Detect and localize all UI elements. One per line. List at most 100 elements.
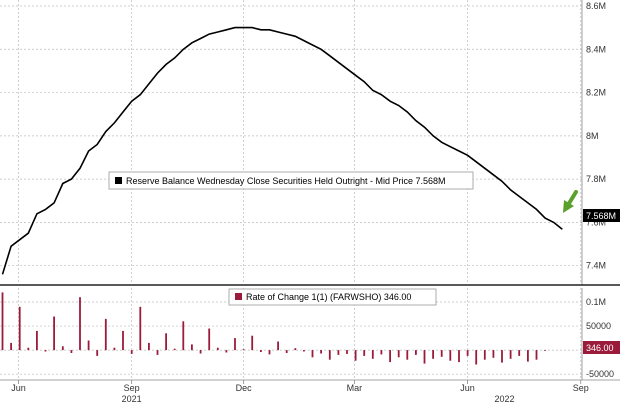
upper-legend: Reserve Balance Wednesday Close Securiti… [108, 171, 474, 190]
bar [475, 350, 478, 365]
upper-y-tick-label: 7.8M [586, 174, 606, 184]
bar [79, 297, 81, 351]
bar [260, 350, 262, 352]
upper-legend-label: Reserve Balance Wednesday Close Securiti… [126, 176, 445, 186]
lower-legend-box [228, 288, 437, 306]
green-arrow-icon [563, 190, 578, 213]
upper-y-tick-label: 7.6M [586, 217, 606, 227]
bar [173, 348, 176, 351]
bar [27, 347, 30, 351]
upper-last-value-label: 7.568M [586, 211, 616, 221]
bar [406, 350, 409, 360]
bar [466, 350, 469, 356]
lower-last-value-label: 346.00 [586, 343, 614, 353]
bar [199, 350, 202, 354]
bar [182, 321, 185, 351]
x-tick-label: Jun [11, 383, 26, 393]
bar [458, 350, 460, 363]
lower-y-tick-label: 50000 [586, 321, 611, 331]
bar [501, 350, 503, 363]
upper-y-tick-label: 8.4M [586, 44, 606, 54]
bar [104, 318, 107, 351]
bar [130, 350, 133, 354]
bar [415, 350, 417, 355]
bar [371, 350, 374, 359]
upper-y-tick-label: 7.4M [586, 261, 606, 271]
x-tick-label: Sep [124, 383, 140, 393]
bar [449, 350, 452, 361]
bar [44, 350, 47, 352]
upper-last-value-badge: 7.568M [583, 209, 620, 222]
bar [208, 328, 211, 351]
bar [483, 350, 486, 360]
bar [294, 348, 297, 351]
bar [113, 347, 116, 351]
bar [10, 342, 12, 351]
bar [518, 350, 521, 356]
upper-y-tick-label: 8.6M [586, 1, 606, 11]
bar [277, 341, 279, 351]
bar-series [1, 292, 546, 365]
lower-last-value-bg [583, 341, 620, 354]
bar [87, 340, 90, 351]
bar [139, 306, 142, 351]
bar [61, 346, 64, 351]
bar [148, 342, 150, 351]
bar [354, 350, 357, 361]
bar [1, 292, 4, 351]
x-year-label: 2022 [494, 394, 514, 404]
x-axis: JunSepDecMarJunSepDecMarJun202120222023 [11, 380, 589, 404]
bar [216, 347, 219, 351]
bar [96, 350, 99, 356]
line-series [1, 26, 563, 275]
lower-legend-label: Rate of Change 1(1) (FARWSHO) 346.00 [246, 292, 411, 302]
lower-y-tick-label: 0.1M [586, 297, 606, 307]
bar [380, 350, 383, 355]
x-year-label: 2021 [122, 394, 142, 404]
bar [36, 330, 38, 351]
bar [251, 335, 254, 351]
upper-y-axis: 8.6M 8.4M 8.2M 8M 7.8M 7.6M 7.4M [586, 1, 606, 271]
lower-y-tick-label: -50000 [586, 369, 614, 379]
x-tick-label: Sep [573, 383, 589, 393]
bar [242, 349, 245, 351]
bar [328, 350, 331, 360]
x-tick-label: Mar [347, 383, 363, 393]
bar [346, 350, 348, 354]
bar [544, 350, 546, 351]
bar [234, 338, 236, 351]
lower-legend-swatch [235, 293, 242, 300]
bar [156, 350, 159, 355]
bar [397, 350, 400, 358]
bar [535, 350, 538, 360]
bar [363, 350, 366, 356]
bar [337, 350, 340, 355]
x-tick-label: Jun [460, 383, 475, 393]
bar [509, 350, 512, 359]
bar [165, 333, 167, 351]
bar [122, 330, 124, 351]
bar [191, 344, 193, 351]
bar [527, 350, 529, 362]
bar [440, 350, 443, 357]
bar [285, 350, 288, 353]
bar [70, 350, 73, 353]
bar [320, 350, 322, 354]
bar [389, 350, 391, 363]
bar [303, 350, 305, 352]
x-tick-label: Dec [236, 383, 253, 393]
bar [311, 350, 314, 358]
upper-legend-box [108, 171, 474, 190]
bar [423, 350, 426, 364]
lower-last-value-badge: 346.00 [583, 341, 620, 354]
bar [268, 350, 271, 355]
upper-y-tick-label: 8M [586, 131, 599, 141]
upper-legend-swatch [115, 177, 122, 184]
bar [225, 350, 228, 353]
bar [492, 350, 495, 358]
upper-last-value-bg [583, 209, 620, 222]
upper-gridlines [0, 0, 582, 283]
lower-legend: Rate of Change 1(1) (FARWSHO) 346.00 [228, 288, 437, 306]
